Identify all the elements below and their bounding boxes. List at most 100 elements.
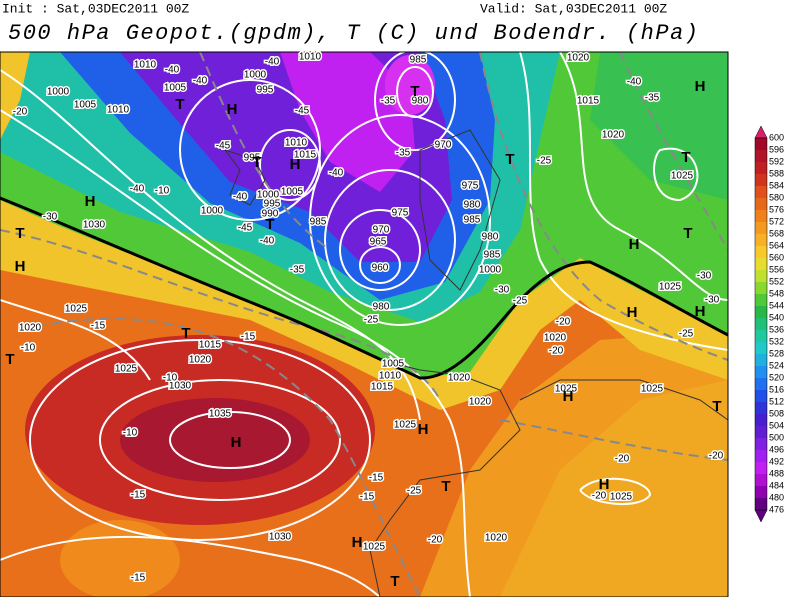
temperature-label: -25 <box>537 156 552 167</box>
legend-swatch <box>755 198 767 210</box>
legend-swatch <box>755 150 767 162</box>
legend-tick-label: 492 <box>769 456 784 466</box>
pressure-label: 1025 <box>671 171 694 182</box>
init-time: Init : Sat,03DEC2011 00Z <box>2 1 189 16</box>
temperature-label: -25 <box>407 486 422 497</box>
legend-tick-label: 488 <box>769 468 784 478</box>
legend-tick-label: 536 <box>769 324 784 334</box>
legend-swatch <box>755 474 767 486</box>
legend-swatch <box>755 306 767 318</box>
legend-swatch <box>755 366 767 378</box>
temperature-label: -30 <box>43 212 58 223</box>
legend-tick-label: 592 <box>769 156 784 166</box>
temperature-label: -40 <box>130 184 145 195</box>
legend-swatch <box>755 402 767 414</box>
pressure-label: 995 <box>244 153 261 164</box>
legend-swatch <box>755 330 767 342</box>
pressure-label: 1000 <box>201 206 224 217</box>
pressure-label: 1010 <box>285 138 308 149</box>
pressure-label: 1020 <box>602 130 625 141</box>
pressure-label: 1020 <box>485 533 508 544</box>
temperature-label: -20 <box>709 451 724 462</box>
temperature-label: -30 <box>697 271 712 282</box>
pressure-center: H <box>231 434 242 451</box>
pressure-label: 1020 <box>19 323 42 334</box>
coastlines <box>223 129 728 597</box>
temperature-label: -10 <box>163 373 178 384</box>
legend-tick-label: 588 <box>769 168 784 178</box>
temperature-label: -45 <box>216 141 231 152</box>
pressure-center: T <box>441 478 450 495</box>
pressure-label: 1000 <box>47 87 70 98</box>
legend-swatch <box>755 246 767 258</box>
legend-swatch <box>755 210 767 222</box>
pressure-label: 980 <box>464 200 481 211</box>
temperature-label: -35 <box>645 93 660 104</box>
legend-tick-label: 512 <box>769 396 784 406</box>
temperature-label: -30 <box>705 295 720 306</box>
legend-tick-label: 532 <box>769 336 784 346</box>
pressure-label: 1005 <box>281 187 304 198</box>
pressure-label: 1000 <box>257 190 280 201</box>
legend-tick-label: 508 <box>769 408 784 418</box>
legend-tick-label: 560 <box>769 252 784 262</box>
temperature-label: -20 <box>549 346 564 357</box>
temperature-label: -20 <box>592 491 607 502</box>
legend-tick-label: 516 <box>769 384 784 394</box>
pressure-label: 1035 <box>209 409 232 420</box>
pressure-label: 1025 <box>555 384 578 395</box>
legend-tick-label: 600 <box>769 132 784 142</box>
pressure-center: T <box>712 398 721 415</box>
pressure-label: 1010 <box>107 105 130 116</box>
pressure-center: H <box>627 304 638 321</box>
pressure-label: 965 <box>370 237 387 248</box>
temperature-label: -20 <box>556 317 571 328</box>
legend-tick-label: 528 <box>769 348 784 358</box>
pressure-label: 1015 <box>371 382 394 393</box>
temperature-label: -40 <box>627 77 642 88</box>
pressure-label: 970 <box>435 140 452 151</box>
map-title: 500 hPa Geopot.(gpdm), T (C) und Bodendr… <box>8 21 698 46</box>
pressure-label: 985 <box>464 215 481 226</box>
temperature-label: -25 <box>513 296 528 307</box>
pressure-label: 1015 <box>294 150 317 161</box>
pressure-label: 975 <box>392 208 409 219</box>
legend-swatch <box>755 498 767 510</box>
legend-arrow-bottom <box>754 509 768 523</box>
temperature-label: -40 <box>193 76 208 87</box>
pressure-center: H <box>418 421 429 438</box>
pressure-center: H <box>629 236 640 253</box>
legend-swatch <box>755 354 767 366</box>
pressure-center: H <box>695 303 706 320</box>
pressure-center: T <box>683 225 692 242</box>
pressure-label: 1025 <box>641 384 664 395</box>
temperature-label: -20 <box>615 454 630 465</box>
pressure-label: 1005 <box>74 100 97 111</box>
legend-swatch <box>755 318 767 330</box>
valid-time: Valid: Sat,03DEC2011 00Z <box>480 1 667 16</box>
legend-swatch <box>755 426 767 438</box>
temperature-label: -40 <box>260 236 275 247</box>
legend-swatch <box>755 270 767 282</box>
pressure-label: 1020 <box>189 355 212 366</box>
pressure-center: H <box>695 78 706 95</box>
temperature-label: -30 <box>495 285 510 296</box>
legend-tick-label: 544 <box>769 300 784 310</box>
temperature-label: -15 <box>131 573 146 584</box>
legend-tick-label: 572 <box>769 216 784 226</box>
legend-tick-label: 568 <box>769 228 784 238</box>
pressure-label: 1010 <box>379 371 402 382</box>
pressure-label: 1025 <box>363 542 386 553</box>
temperature-label: -35 <box>396 148 411 159</box>
pressure-label: 960 <box>372 263 389 274</box>
pressure-label: 1020 <box>469 397 492 408</box>
pressure-center: T <box>5 351 14 368</box>
legend-tick-label: 504 <box>769 420 784 430</box>
temperature-label: -15 <box>369 473 384 484</box>
legend-swatch <box>755 186 767 198</box>
legend-tick-label: 524 <box>769 360 784 370</box>
pressure-label: 985 <box>410 55 427 66</box>
legend-swatch <box>755 282 767 294</box>
map-frame <box>0 51 729 597</box>
